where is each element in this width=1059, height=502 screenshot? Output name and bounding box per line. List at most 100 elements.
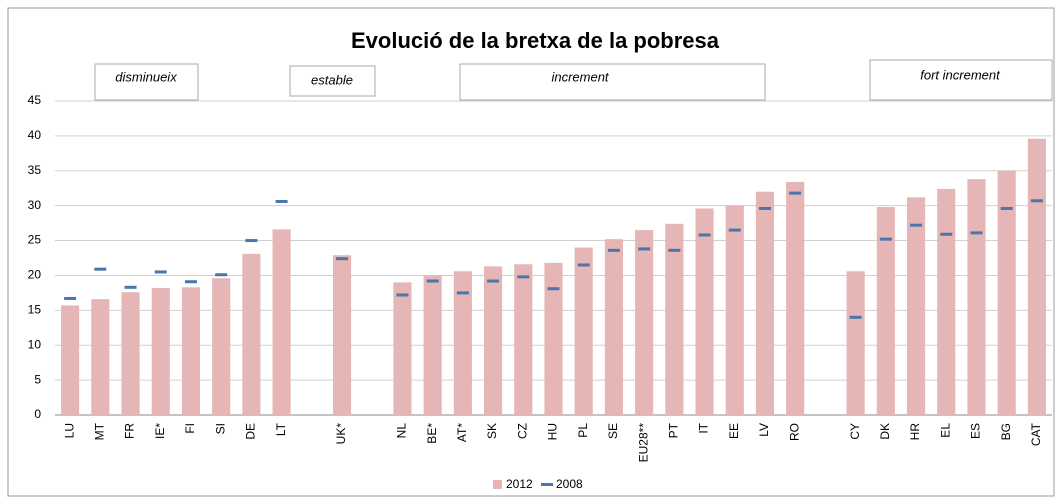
marker (1030, 199, 1043, 203)
x-tick-label: FR (123, 423, 137, 439)
y-tick-label: 30 (28, 198, 42, 212)
marker (728, 228, 741, 232)
x-tick-label: RO (787, 423, 801, 441)
x-tick-label: DE (244, 423, 258, 440)
marker (910, 223, 923, 227)
bar (665, 223, 684, 415)
x-tick-label: LU (62, 423, 76, 438)
bar (604, 239, 623, 415)
bar (755, 191, 775, 415)
marker (64, 296, 77, 300)
annotation-box (459, 63, 766, 101)
marker (849, 315, 862, 319)
bar (574, 247, 593, 415)
x-tick-label: BE* (425, 423, 439, 444)
bar (121, 292, 140, 415)
marker (275, 199, 288, 203)
legend-label: 2012 (506, 477, 533, 491)
marker (1000, 206, 1013, 210)
marker (668, 248, 681, 252)
bar (635, 230, 654, 415)
bar (453, 271, 472, 415)
marker (879, 237, 892, 241)
marker (698, 233, 711, 237)
marker (940, 232, 953, 236)
x-tick-label: CY (848, 423, 862, 440)
x-tick-label: IT (697, 422, 711, 433)
bar (181, 287, 201, 415)
x-tick-label: HR (908, 423, 922, 441)
x-tick-label: LT (274, 422, 288, 436)
marker (245, 239, 258, 243)
y-tick-label: 15 (28, 303, 42, 317)
annotation: disminueix (115, 69, 177, 84)
x-tick-label: FI (183, 423, 197, 434)
marker (94, 267, 107, 271)
y-tick-label: 10 (28, 337, 42, 351)
marker (758, 206, 771, 210)
bar (484, 266, 503, 415)
legend-label: 2008 (556, 477, 583, 491)
annotation: estable (311, 72, 353, 87)
x-tick-label: PL (576, 423, 590, 438)
x-tick-label: IE* (153, 423, 167, 439)
x-tick-label: BG (999, 423, 1013, 440)
bar (423, 275, 442, 415)
bar (695, 208, 714, 415)
marker (456, 291, 469, 295)
x-tick-label: LV (757, 423, 771, 437)
bar (272, 229, 291, 415)
bar (212, 278, 231, 415)
bar (544, 262, 563, 415)
x-tick-label: CZ (515, 423, 529, 439)
bar (967, 179, 986, 415)
x-tick-label: NL (395, 423, 409, 439)
bar (61, 305, 80, 415)
marker (577, 263, 590, 267)
marker (336, 257, 349, 261)
marker (517, 275, 530, 279)
x-tick-label: PT (667, 422, 681, 438)
marker (426, 279, 439, 283)
marker (184, 280, 197, 284)
annotation: increment (551, 69, 609, 84)
x-tick-label: MT (92, 422, 106, 440)
bar (1027, 138, 1046, 415)
bar (725, 205, 744, 415)
x-tick-label: SE (606, 423, 620, 439)
marker (154, 270, 167, 274)
x-tick-label: EL (938, 423, 952, 438)
x-tick-label: EU28** (636, 423, 650, 463)
x-tick-label: DK (878, 423, 892, 440)
y-tick-label: 45 (28, 93, 42, 107)
y-tick-label: 5 (34, 372, 41, 386)
x-tick-label: EE (727, 423, 741, 439)
bar (997, 170, 1016, 415)
x-tick-label: AT* (455, 423, 469, 442)
legend-swatch (493, 480, 502, 489)
bar (876, 207, 895, 415)
annotation-box (289, 65, 376, 97)
annotation-box (94, 63, 199, 101)
marker (638, 247, 651, 251)
y-tick-label: 40 (28, 128, 42, 142)
annotation-box (869, 59, 1053, 101)
bar (786, 181, 805, 415)
bar (514, 264, 533, 415)
marker (789, 191, 802, 195)
x-tick-label: HU (546, 423, 560, 440)
chart-title: Evolució de la bretxa de la pobresa (351, 28, 720, 53)
x-tick-label: UK* (334, 423, 348, 445)
annotation: fort increment (920, 67, 1001, 82)
bar (846, 271, 865, 415)
marker (215, 273, 228, 277)
y-tick-label: 25 (28, 233, 42, 247)
x-tick-label: SI (213, 423, 227, 434)
marker (124, 285, 137, 289)
bar (906, 197, 926, 415)
bar (91, 299, 110, 415)
y-tick-label: 35 (28, 163, 42, 177)
x-tick-label: SK (485, 423, 499, 439)
